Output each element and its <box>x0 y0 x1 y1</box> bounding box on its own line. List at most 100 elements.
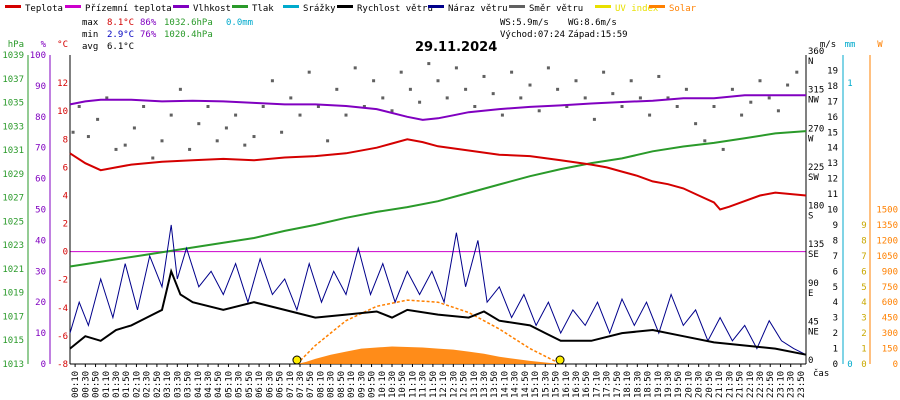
pct-axis-tick-10: 100 <box>30 51 46 61</box>
wind-dir-point-16 <box>215 139 219 143</box>
x-tick-label-60: 20:10 <box>684 371 694 398</box>
wind-dir-point-1 <box>77 105 81 108</box>
wind-axis-tick-16: 16 <box>827 113 838 123</box>
stat-min-hum: 76% <box>140 30 157 40</box>
x-tick-label-46: 15:30 <box>541 371 551 398</box>
dir-axis-tick-11: 270 <box>808 124 824 134</box>
wind-dir-point-76 <box>767 96 771 100</box>
wind-dir-point-36 <box>399 70 403 74</box>
wind-axis-tick-4: 4 <box>833 298 838 308</box>
wind-dir-point-75 <box>758 79 762 83</box>
hpa-axis-tick-7: 1027 <box>2 194 24 204</box>
hpa-axis-tick-8: 1029 <box>2 170 24 180</box>
wind-dir-point-51 <box>537 109 541 113</box>
wind-dir-point-69 <box>703 139 707 143</box>
x-tick-label-68: 22:50 <box>766 371 776 398</box>
wind-axis-tick-18: 18 <box>827 82 838 92</box>
x-tick-label-69: 23:10 <box>776 371 786 398</box>
temp-axis-unit: °C <box>57 40 68 50</box>
stat-avg-label: avg <box>82 42 98 52</box>
legend-label-1: Přízemní teplota <box>85 4 172 14</box>
wind-dir-point-41 <box>445 96 449 100</box>
dir-axis-label-6: SE <box>808 250 819 260</box>
x-tick-label-5: 01:50 <box>122 371 132 398</box>
x-tick-label-63: 21:10 <box>715 371 725 398</box>
wind-dir-point-4 <box>105 96 109 100</box>
wind-dir-point-54 <box>565 105 569 108</box>
wind-dir-point-13 <box>188 147 192 151</box>
wind-dir-point-63 <box>648 113 652 117</box>
x-tick-label-40: 13:30 <box>480 371 490 398</box>
sunset-marker <box>555 355 565 365</box>
wind-axis-tick-1: 1 <box>833 345 838 355</box>
stat-max-label: max <box>82 18 99 28</box>
solar-axis-tick-6: 900 <box>882 267 898 277</box>
dir-axis-tick-3: 90 <box>808 279 819 289</box>
pct-axis-unit: % <box>41 40 47 50</box>
x-axis-label: čas <box>813 368 829 379</box>
dir-axis-tick-5: 135 <box>808 240 824 250</box>
wind-gust-line <box>69 224 807 356</box>
wind-dir-point-33 <box>372 79 376 83</box>
solar-area <box>296 346 561 364</box>
stat-max-hum: 86% <box>140 18 157 28</box>
wind-dir-point-42 <box>454 66 458 70</box>
x-tick-label-8: 02:50 <box>153 371 163 398</box>
legend-label-4: Srážky <box>303 4 336 14</box>
stat-ws: WS:5.9m/s <box>500 18 549 28</box>
temp-axis-tick-10: 12 <box>57 79 68 89</box>
stats-block: max 8.1°C 86% 1032.6hPa 0.0mm min 2.9°C … <box>82 18 628 52</box>
wind-axis-unit: m/s <box>820 40 836 50</box>
temp-axis-tick-5: 2 <box>63 220 68 230</box>
mm-axis-tick-1: 1 <box>847 79 852 89</box>
x-tick-label-18: 06:10 <box>255 371 265 398</box>
legend-swatch-6 <box>428 5 444 8</box>
legend-swatch-1 <box>65 5 81 8</box>
pct-axis-tick-2: 20 <box>35 298 46 308</box>
x-tick-label-2: 00:50 <box>92 371 102 398</box>
hpa-axis-tick-0: 1013 <box>2 360 24 370</box>
temp-axis-tick-9: 10 <box>57 107 68 117</box>
solar-axis-tick-0: 0 <box>893 360 898 370</box>
mm-axis-tick-0: 0 <box>847 360 852 370</box>
x-tick-label-15: 05:10 <box>224 371 234 398</box>
x-tick-label-17: 05:50 <box>245 371 255 398</box>
hpa-axis-tick-13: 1039 <box>2 51 24 61</box>
uv-axis-tick-3: 3 <box>861 314 866 324</box>
x-tick-label-36: 12:10 <box>439 371 449 398</box>
temp-axis-tick-8: 8 <box>63 135 68 145</box>
wind-axis-tick-10: 10 <box>827 206 838 216</box>
x-tick-label-59: 19:50 <box>674 371 684 398</box>
wind-dir-point-7 <box>132 126 136 130</box>
wind-dir-point-58 <box>602 70 606 74</box>
wind-dir-point-22 <box>270 79 274 83</box>
x-tick-label-38: 12:50 <box>460 371 470 398</box>
wind-dir-point-26 <box>307 70 311 74</box>
dir-axis-tick-1: 45 <box>808 317 819 327</box>
wind-dir-point-29 <box>335 87 339 91</box>
stat-avg-temp: 6.1°C <box>107 42 134 52</box>
temp-axis-tick-1: -6 <box>57 332 68 342</box>
legend-swatch-7 <box>509 5 525 8</box>
x-tick-label-9: 03:10 <box>163 371 173 398</box>
x-tick-label-12: 04:10 <box>194 371 204 398</box>
uv-axis-tick-2: 2 <box>861 329 866 339</box>
hpa-axis-tick-10: 1033 <box>2 122 24 132</box>
plot-area <box>69 62 807 365</box>
x-tick-label-19: 06:30 <box>265 371 275 398</box>
x-tick-label-34: 11:30 <box>419 371 429 398</box>
wind-axis-tick-0: 0 <box>833 360 838 370</box>
pct-axis-tick-5: 50 <box>35 206 46 216</box>
legend-label-2: Vlhkost <box>193 4 231 14</box>
dir-axis-label-8: S <box>808 212 813 222</box>
chart-title: 29.11.2024 <box>415 40 497 55</box>
stat-min-temp: 2.9°C <box>107 30 134 40</box>
x-tick-label-24: 08:10 <box>316 371 326 398</box>
wind-axis-tick-13: 13 <box>827 159 838 169</box>
solar-axis-tick-2: 300 <box>882 329 898 339</box>
x-tick-label-44: 14:50 <box>521 371 531 398</box>
wind-dir-point-53 <box>556 87 560 91</box>
uv-axis-tick-7: 7 <box>861 252 866 262</box>
legend-label-7: Směr větru <box>529 4 583 14</box>
x-tick-label-11: 03:50 <box>184 371 194 398</box>
